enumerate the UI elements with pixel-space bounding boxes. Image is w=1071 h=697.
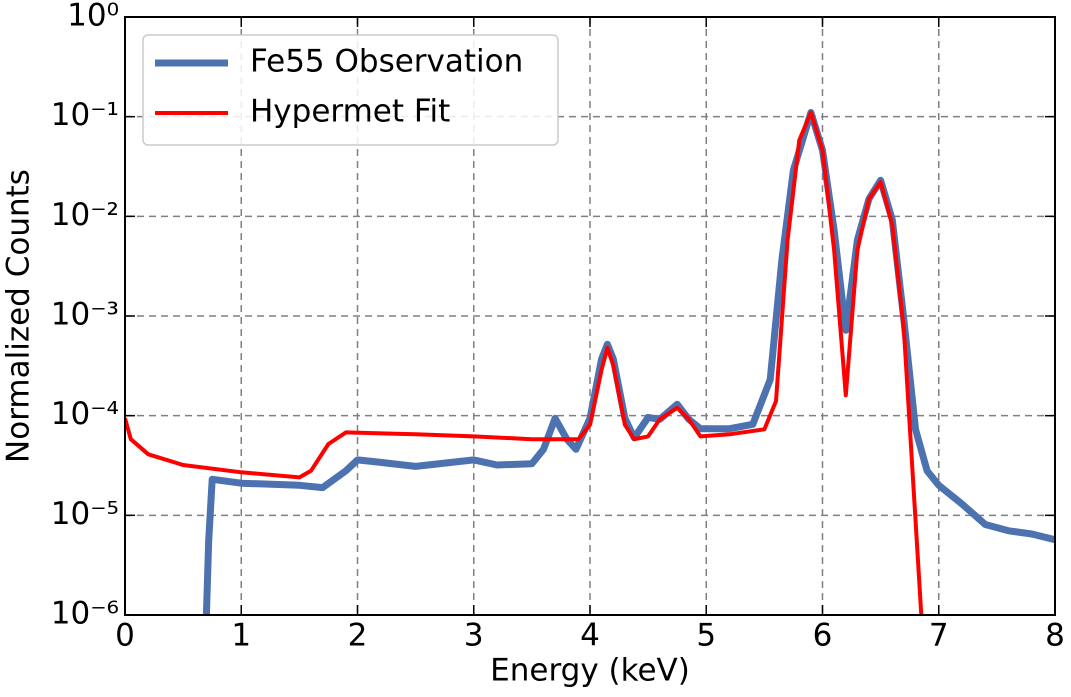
x-tick-label: 2: [348, 618, 368, 654]
x-tick-label: 0: [115, 618, 135, 654]
ticks: 0 1 2 3 4 5 6 7 8 10⁻⁶ 10⁻⁵ 10⁻⁴ 10⁻³ 10⁻² 10⁻¹ 10⁰: [51, 0, 1065, 654]
x-tick-label: 8: [1045, 618, 1065, 654]
y-tick-label: 10⁻³: [51, 297, 119, 333]
y-tick-label: 10⁻⁶: [51, 596, 119, 632]
y-tick-label: 10⁻¹: [51, 97, 119, 133]
legend-box: [142, 34, 559, 146]
y-tick-label: 10⁰: [67, 0, 119, 34]
x-tick-label: 6: [813, 618, 833, 654]
x-tick-label: 4: [580, 618, 600, 654]
x-tick-label: 5: [696, 618, 716, 654]
y-tick-label: 10⁻²: [51, 197, 119, 233]
x-tick-label: 3: [464, 618, 484, 654]
series-line: [125, 110, 924, 615]
legend-label: Fe55 Observation: [250, 44, 523, 80]
y-axis-label: Normalized Counts: [1, 169, 37, 463]
lines: [125, 109, 1055, 615]
x-axis-label: Energy (keV): [490, 653, 690, 689]
x-tick-label: 7: [929, 618, 949, 654]
series-line: [202, 109, 1055, 615]
legend: Fe55 Observation Hypermet Fit: [142, 34, 559, 146]
x-tick-label: 1: [231, 618, 251, 654]
y-tick-label: 10⁻⁴: [51, 396, 119, 432]
legend-label: Hypermet Fit: [250, 94, 450, 130]
y-tick-label: 10⁻⁵: [51, 496, 119, 532]
